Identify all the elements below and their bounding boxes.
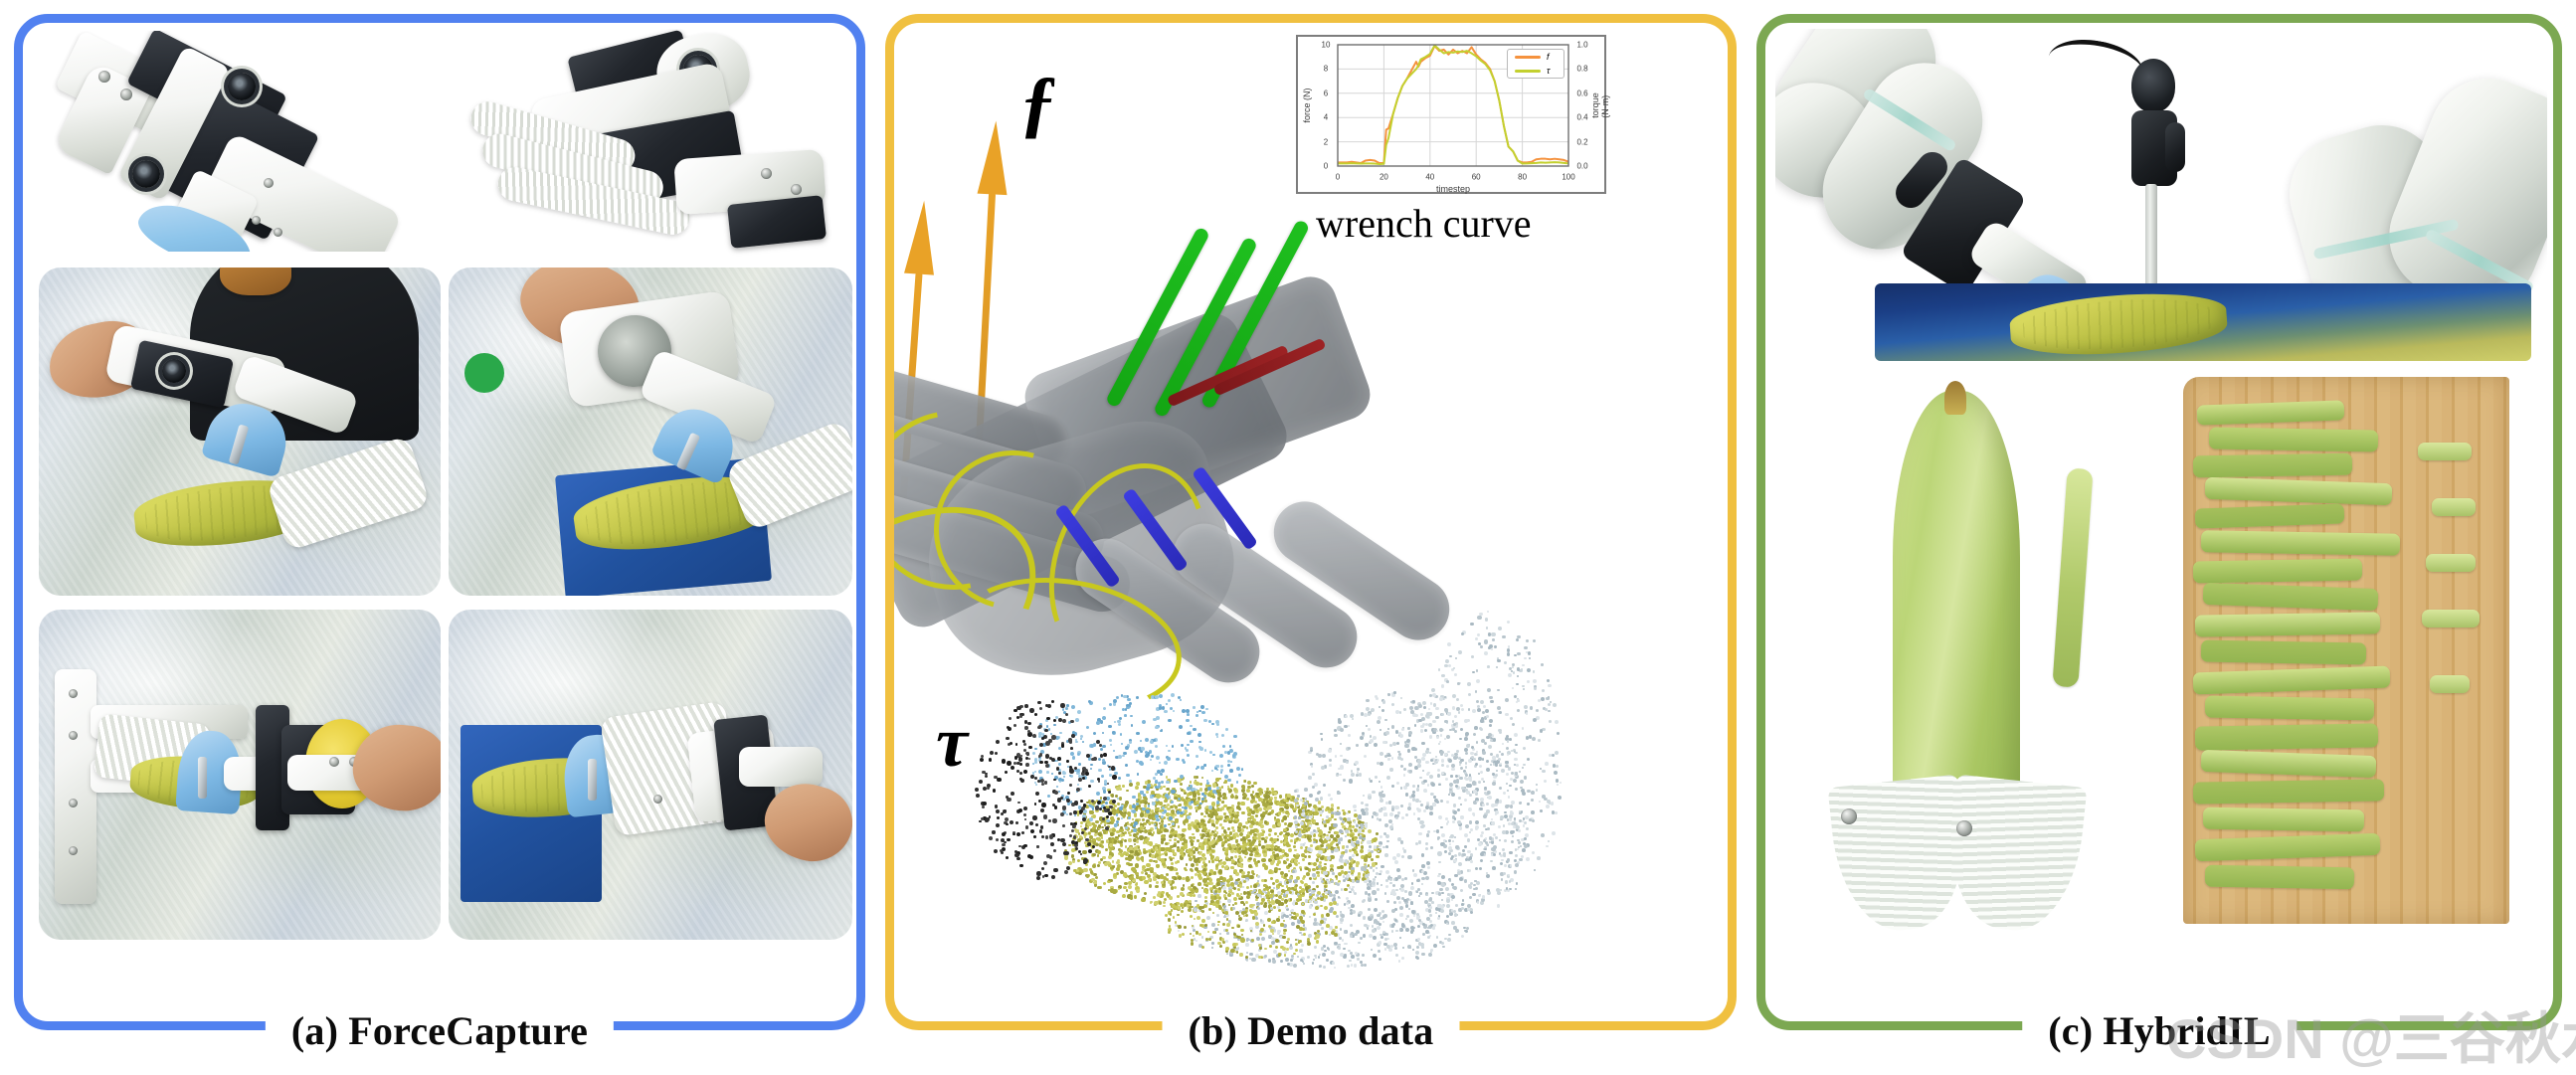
y2-tick-label: 0.2	[1576, 137, 1588, 147]
panel-a-caption: (a) ForceCapture	[265, 1007, 615, 1054]
peeled-strip	[2192, 779, 2385, 805]
peeled-strip	[2204, 695, 2375, 721]
y2-tick-label: 0.6	[1576, 89, 1588, 98]
panel-c-hybridil: (c) HybridIL	[1756, 14, 2562, 1054]
x-tick-label: 100	[1562, 172, 1575, 182]
legend-label-f: f	[1547, 52, 1550, 62]
peeled-strip	[2194, 503, 2345, 529]
peeled-strip	[2204, 864, 2355, 890]
peeled-strip-group	[2183, 377, 2523, 938]
tile-human-demo-peeling-blueboard	[449, 268, 852, 596]
peeled-strip-offcut	[2422, 610, 2480, 627]
gourd-body	[1893, 391, 2020, 828]
gourd-stem	[1944, 381, 1966, 415]
peeled-strip-single	[2052, 467, 2094, 688]
legend-swatch-f	[1515, 55, 1541, 59]
panel-c-caption: (c) HybridIL	[2022, 1007, 2297, 1054]
legend-entry-f: f	[1508, 50, 1564, 64]
peeled-strip	[2200, 530, 2401, 556]
csdn-watermark: CSDN @三谷秋水	[2166, 1007, 2576, 1070]
gripper-finger-right-c	[1940, 774, 2088, 937]
panel-b-caption: (b) Demo data	[1162, 1007, 1460, 1054]
camera-bracket-arm	[2165, 122, 2185, 172]
tile-gripper-holding-gourd	[1789, 377, 2173, 938]
y2-tick-label: 1.0	[1576, 40, 1588, 50]
legend-entry-τ: τ	[1508, 64, 1564, 78]
tile-handheld-gripper-device-side	[445, 29, 852, 258]
x-tick-label: 0	[1335, 172, 1341, 182]
y-axis-label: force (N)	[1302, 88, 1312, 123]
legend-label-τ: τ	[1547, 66, 1551, 76]
torque-symbol: τ	[936, 702, 968, 782]
demo-3d-viewer: ƒ τ 0 20 40 60 80 100 0 2 4 6 8 10 0.0 0.2 0.4 0.6 0.8 1.…	[894, 23, 1728, 1021]
wrench-curve-plot	[1337, 44, 1569, 167]
peeled-strip	[2208, 427, 2379, 452]
peeled-strip	[2196, 400, 2345, 426]
panel-a-content	[23, 23, 856, 1021]
x-tick-label: 40	[1425, 172, 1435, 182]
x-axis-label: timestep	[1435, 184, 1471, 194]
series-f	[1338, 45, 1569, 164]
x-tick-label: 80	[1518, 172, 1528, 182]
y-tick-label: 4	[1323, 112, 1329, 122]
peeled-strip	[2192, 452, 2353, 478]
tile-rig-demo-clamped-right	[449, 610, 852, 940]
x-tick-label: 60	[1471, 172, 1481, 182]
peeled-strip-offcut	[2432, 498, 2476, 516]
peeled-strip	[2200, 749, 2377, 779]
peeled-strip	[2192, 558, 2363, 584]
y2-tick-label: 0.8	[1576, 64, 1588, 74]
y-tick-label: 6	[1323, 89, 1329, 98]
camera-head-icon	[2131, 59, 2175, 112]
peeled-strip	[2194, 832, 2381, 862]
y2-axis-label: torque (N·m)	[1590, 92, 1610, 118]
peeled-strip-offcut	[2430, 675, 2470, 693]
panel-b-demo-data: ƒ τ 0 20 40 60 80 100 0 2 4 6 8 10 0.0 0.2 0.4 0.6 0.8 1.…	[885, 14, 1737, 1054]
y-tick-label: 8	[1323, 64, 1329, 74]
zucchini-point-cloud	[894, 23, 1728, 1017]
y-tick-label: 2	[1323, 137, 1329, 147]
peeled-strip	[2194, 612, 2381, 637]
peeled-strip	[2204, 476, 2393, 506]
series-τ	[1338, 44, 1569, 166]
peeled-strip	[2200, 639, 2367, 665]
y-tick-label: 0	[1323, 161, 1329, 171]
y-tick-label: 10	[1321, 40, 1331, 50]
panel-a-forcecapture: (a) ForceCapture	[14, 14, 865, 1054]
panel-c-content	[1765, 23, 2553, 1021]
y2-tick-label: 0.0	[1576, 161, 1588, 171]
peeled-strip	[2202, 582, 2379, 612]
peeled-strip-offcut	[2426, 554, 2476, 572]
force-symbol: ƒ	[1019, 62, 1057, 145]
panel-b-content: ƒ τ 0 20 40 60 80 100 0 2 4 6 8 10 0.0 0.2 0.4 0.6 0.8 1.…	[894, 23, 1728, 1021]
tile-dual-robot-arms-peeling	[1775, 29, 2547, 361]
tile-handheld-gripper-device-front	[41, 31, 439, 252]
peeled-strip	[2202, 806, 2365, 832]
wrench-curve-chart: 0 20 40 60 80 100 0 2 4 6 8 10 0.0 0.2 0.4 0.6 0.8 1.0 tim…	[1296, 35, 1610, 194]
peeled-strip	[2192, 665, 2391, 695]
tile-human-demo-peeling-standing	[39, 268, 441, 596]
y2-tick-label: 0.4	[1576, 112, 1588, 122]
peeled-strip	[2194, 723, 2379, 751]
tile-peeled-strips-board	[2183, 377, 2523, 938]
x-tick-label: 20	[1379, 172, 1388, 182]
wrench-curve-label: wrench curve	[1316, 201, 1532, 246]
legend-swatch-τ	[1515, 69, 1541, 73]
peeled-strip-offcut	[2418, 443, 2472, 460]
tile-rig-demo-clamped-left	[39, 610, 441, 940]
